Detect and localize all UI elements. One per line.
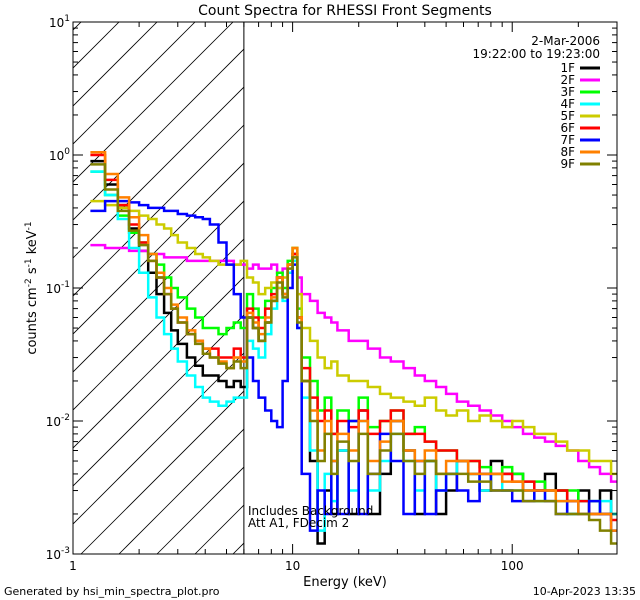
hatch-line <box>73 22 158 107</box>
y-axis-label: counts cm-2 s-1 keV-1 <box>24 221 40 354</box>
legend-label-8F: 8F <box>560 145 575 159</box>
hatch-line <box>73 48 244 221</box>
x-tick-label: 1 <box>69 559 77 573</box>
info-date: 2-Mar-2006 <box>531 34 600 48</box>
hatch-line <box>80 390 244 554</box>
legend-label-6F: 6F <box>560 121 575 135</box>
x-tick-label: 10 <box>285 559 300 573</box>
series-7F <box>90 199 617 532</box>
y-tick-label: 10-1 <box>46 280 70 296</box>
info-time-range: 19:22:00 to 19:23:00 <box>473 47 600 61</box>
y-tick-label: 101 <box>49 14 70 30</box>
hatch-line <box>73 200 244 373</box>
hatch-line <box>73 22 196 145</box>
y-tick-label: 10-3 <box>46 546 70 562</box>
footer-generated-by: Generated by hsi_min_spectra_plot.pro <box>4 585 220 598</box>
hatch-line <box>73 314 244 487</box>
legend-label-1F: 1F <box>560 61 575 75</box>
footer-timestamp: 10-Apr-2023 13:35 <box>533 585 636 598</box>
hatch-line <box>73 22 234 183</box>
legend-label-9F: 9F <box>560 157 575 171</box>
hatch-line <box>73 22 120 69</box>
legend-label-4F: 4F <box>560 97 575 111</box>
axis-ticks <box>72 21 618 555</box>
axis-tick-labels: 1 10 100 10-3 10-2 10-1 100 101 <box>46 14 524 573</box>
annotation-attenuator: Att A1, FDecim 2 <box>248 516 349 530</box>
legend-label-5F: 5F <box>560 109 575 123</box>
series-5F <box>90 199 617 476</box>
hatch-line <box>118 428 244 554</box>
annotation-background: Includes Background <box>248 504 373 518</box>
series-layer <box>90 150 617 545</box>
hatch-line <box>73 352 244 525</box>
legend-label-7F: 7F <box>560 133 575 147</box>
chart-title: Count Spectra for RHESSI Front Segments <box>198 3 492 19</box>
y-tick-label: 100 <box>49 147 70 163</box>
legend-label-2F: 2F <box>560 73 575 87</box>
x-tick-label: 100 <box>501 559 524 573</box>
legend-label-3F: 3F <box>560 85 575 99</box>
y-tick-label: 10-2 <box>46 413 70 429</box>
hatch-line <box>73 86 244 259</box>
hatch-line <box>73 124 244 297</box>
series-2F <box>90 243 617 483</box>
x-axis-label: Energy (keV) <box>303 575 387 590</box>
hatch-line <box>73 238 244 411</box>
series-9F <box>90 163 617 545</box>
